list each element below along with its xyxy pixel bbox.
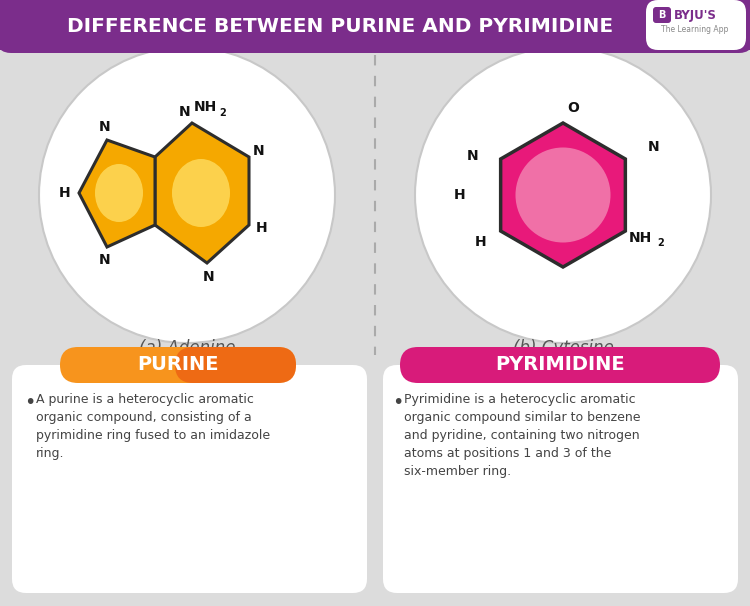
- FancyBboxPatch shape: [12, 365, 367, 593]
- Polygon shape: [155, 123, 249, 263]
- FancyBboxPatch shape: [0, 0, 750, 50]
- Text: NH: NH: [194, 100, 217, 114]
- Text: O: O: [567, 101, 579, 115]
- Text: N: N: [467, 148, 478, 162]
- FancyBboxPatch shape: [646, 0, 746, 50]
- FancyBboxPatch shape: [653, 7, 671, 23]
- Text: PYRIMIDINE: PYRIMIDINE: [495, 356, 625, 375]
- Text: 2: 2: [220, 108, 226, 118]
- Text: The Learning App: The Learning App: [662, 25, 729, 35]
- FancyBboxPatch shape: [0, 0, 750, 53]
- Text: N: N: [647, 141, 659, 155]
- Ellipse shape: [95, 164, 143, 222]
- Polygon shape: [79, 140, 155, 247]
- Text: DIFFERENCE BETWEEN PURINE AND PYRIMIDINE: DIFFERENCE BETWEEN PURINE AND PYRIMIDINE: [67, 16, 613, 36]
- Text: H: H: [475, 236, 487, 250]
- Text: N: N: [254, 144, 265, 158]
- Text: H: H: [59, 186, 70, 200]
- FancyBboxPatch shape: [400, 347, 720, 383]
- FancyBboxPatch shape: [175, 347, 296, 383]
- FancyBboxPatch shape: [60, 347, 296, 383]
- Text: •: •: [24, 393, 35, 412]
- Circle shape: [415, 47, 711, 343]
- Text: H: H: [256, 221, 268, 235]
- FancyBboxPatch shape: [383, 365, 738, 593]
- Text: NH: NH: [628, 230, 652, 244]
- Text: N: N: [203, 270, 214, 284]
- Ellipse shape: [172, 159, 230, 227]
- Text: •: •: [392, 393, 404, 412]
- Text: A purine is a heterocyclic aromatic
organic compound, consisting of a
pyrimidine: A purine is a heterocyclic aromatic orga…: [36, 393, 270, 460]
- Text: (a) Adenine: (a) Adenine: [139, 339, 236, 357]
- Text: B: B: [658, 10, 666, 20]
- Circle shape: [39, 47, 335, 343]
- Text: 2: 2: [657, 238, 664, 247]
- Text: (b) Cytosine: (b) Cytosine: [512, 339, 613, 357]
- Text: N: N: [99, 253, 111, 267]
- Text: H: H: [454, 188, 466, 202]
- Text: N: N: [99, 120, 111, 134]
- Text: N: N: [178, 105, 190, 119]
- Polygon shape: [501, 123, 626, 267]
- Text: Pyrimidine is a heterocyclic aromatic
organic compound similar to benzene
and py: Pyrimidine is a heterocyclic aromatic or…: [404, 393, 640, 478]
- Text: PURINE: PURINE: [137, 356, 219, 375]
- Ellipse shape: [515, 147, 610, 242]
- Text: BYJU'S: BYJU'S: [674, 10, 716, 22]
